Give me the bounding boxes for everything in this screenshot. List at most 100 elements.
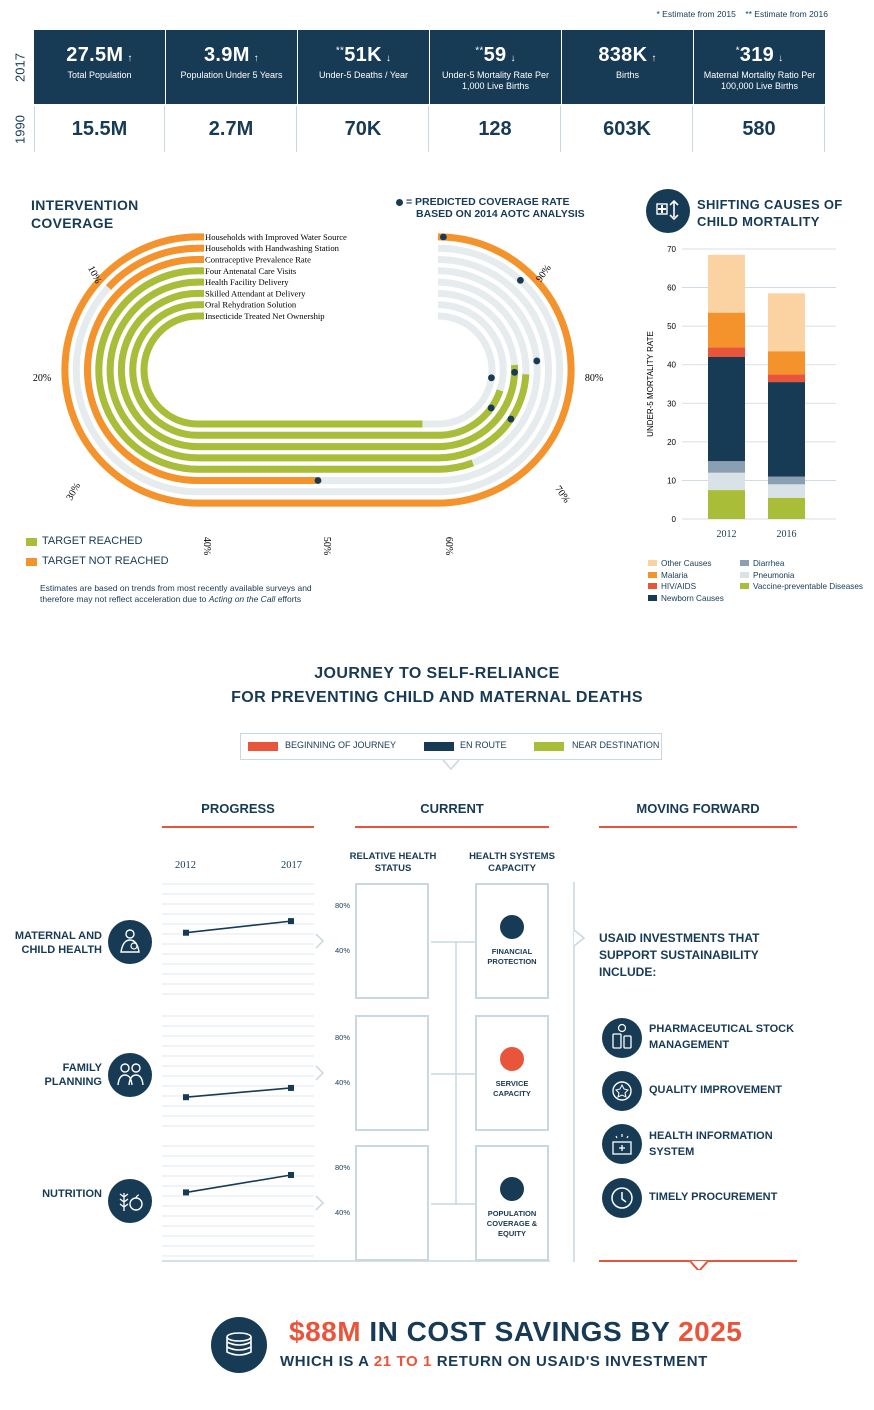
coverage-track-bg (72, 244, 564, 496)
progress-point-2012 (183, 929, 189, 936)
stat-card-2017: *319 ↓ Maternal Mortality Ratio Per 100,00… (694, 30, 825, 104)
legend-other-label: Other Causes (661, 559, 712, 568)
savings-headline: $88M IN COST SAVINGS BY 2025 (289, 1316, 742, 1348)
stack-segment (708, 357, 745, 462)
trend-up-icon: ↑ (127, 53, 133, 64)
stat-value-1990: 15.5M (34, 106, 165, 152)
predicted-coverage-dot (488, 374, 495, 382)
stat-value-text: 3.9M (204, 44, 250, 66)
coverage-category-label: Households with Improved Water Source (205, 232, 347, 242)
legend-pneumonia-label: Pneumonia (753, 570, 795, 580)
estimate-notes: * Estimate from 2015 ** Estimate from 20… (656, 9, 828, 19)
row-label-fp: FAMILY PLANNING (6, 1061, 102, 1089)
intervention-track-chart: Households with Improved Water SourceHou… (33, 232, 603, 555)
clock-icon (602, 1178, 642, 1218)
current-heading: CURRENT (420, 801, 484, 816)
status-box-nutrition (355, 1145, 429, 1261)
predicted-coverage-dot (511, 368, 518, 376)
coverage-bar (106, 278, 530, 462)
coverage-label-swatch (198, 267, 204, 275)
sys-status-dot-financial (500, 915, 524, 939)
stat-value-1990: 580 (694, 106, 825, 152)
savings-amount: $88M (289, 1316, 362, 1347)
sys-status-dot-population (500, 1177, 524, 1201)
stat-label: Population Under 5 Years (180, 70, 283, 80)
legend-malaria-label: Malaria (661, 570, 688, 580)
stat-value: **51K ↓ (298, 44, 429, 67)
coverage-percent-tick: 70% (552, 484, 572, 505)
legend-hiv: HIV/AIDS (648, 581, 724, 593)
stat-value: 838K ↑ (562, 44, 693, 67)
investment-pharma-line1: PHARMACEUTICAL STOCK (649, 1023, 795, 1035)
predicted-note-line2: BASED ON 2014 AOTC ANALYSIS (416, 208, 585, 220)
journey-legend-box: BEGINNING OF JOURNEY EN ROUTE NEAR DESTI… (240, 733, 662, 760)
investment-his-line1: HEALTH INFORMATION (649, 1130, 773, 1142)
route-label: EN ROUTE (460, 740, 507, 750)
stat-value: 27.5M ↑ (34, 44, 165, 67)
sys-label-financial-2: PROTECTION (487, 957, 537, 966)
predicted-coverage-dot (516, 276, 524, 284)
legend-diarrhea-label: Diarrhea (753, 559, 785, 568)
stat-label: Maternal Mortality Ratio Per 100,000 Liv… (703, 70, 816, 91)
stack-segment (768, 351, 805, 375)
sys-box-service: SERVICE CAPACITY (475, 1015, 549, 1131)
row-pointer-icon (315, 1065, 325, 1081)
legend-other: Other Causes (648, 558, 724, 570)
stat-card-2017: 3.9M ↑ Population Under 5 Years (166, 30, 297, 104)
sys-box-financial: FINANCIAL PROTECTION (475, 883, 549, 999)
legend-diarrhea: Diarrhea (740, 558, 863, 570)
trend-up-icon: ↑ (253, 53, 259, 64)
predicted-coverage-dot (533, 357, 541, 365)
coverage-category-label: Oral Rehydration Solution (205, 300, 297, 310)
y-tick-label: 10 (667, 476, 676, 485)
savings-subline: WHICH IS A 21 TO 1 RETURN ON USAID'S INV… (280, 1353, 708, 1370)
status-tick-80: 80% (335, 1163, 350, 1172)
near-label: NEAR DESTINATION (572, 740, 660, 750)
note-2016: ** Estimate from 2016 (745, 9, 828, 19)
row-label-fp-line2: PLANNING (44, 1076, 102, 1088)
trend-down-icon: ↓ (385, 53, 392, 64)
y-tick-label: 20 (667, 438, 676, 447)
stat-value-1990: 128 (430, 106, 561, 152)
relative-heading-line2: STATUS (374, 863, 412, 874)
coverage-percent-tick: 30% (64, 481, 83, 502)
stack-segment (708, 347, 745, 357)
stat-value-1990: 2.7M (166, 106, 297, 152)
coverage-label-swatch (198, 278, 204, 286)
legend-vaccine-label: Vaccine-preventable Diseases (753, 582, 863, 591)
investments-heading-line1: USAID INVESTMENTS THAT (599, 931, 760, 945)
progress-point-2017 (288, 918, 294, 925)
stat-value-text: 838K (598, 44, 648, 66)
trend-down-icon: ↓ (778, 53, 784, 64)
coverage-bar (61, 233, 575, 507)
intervention-title-line2: COVERAGE (31, 215, 114, 231)
begin-label: BEGINNING OF JOURNEY (285, 740, 397, 750)
stat-value: 3.9M ↑ (166, 44, 297, 67)
investment-quality-line1: QUALITY IMPROVEMENT (649, 1084, 783, 1096)
begin-swatch (248, 742, 278, 751)
coverage-label-swatch (198, 256, 204, 263)
mortality-title-line2: CHILD MORTALITY (697, 214, 820, 229)
predicted-note-line1: = PREDICTED COVERAGE RATE (406, 196, 570, 208)
stack-segment (708, 461, 745, 473)
progress-heading: PROGRESS (201, 801, 275, 816)
legend-reached-label: TARGET REACHED (42, 535, 143, 547)
stack-segment (708, 490, 745, 519)
family-icon (108, 1053, 152, 1097)
coverage-bar (140, 312, 496, 428)
investment-procurement: TIMELY PROCUREMENT (649, 1189, 777, 1205)
coverage-category-label: Households with Handwashing Station (205, 243, 340, 253)
progress-line (185, 1174, 292, 1194)
relative-heading-line1: RELATIVE HEALTH (349, 851, 437, 862)
coverage-category-label: Four Antenatal Care Visits (205, 266, 297, 276)
capacity-heading: HEALTH SYSTEMS CAPACITY (460, 851, 564, 875)
y-tick-label: 40 (667, 361, 676, 370)
forward-pointer-icon (573, 929, 586, 947)
pill-bottle-icon (602, 1018, 642, 1058)
savings-sub-suffix: RETURN ON USAID'S INVESTMENT (431, 1353, 708, 1370)
coverage-percent-tick: 50% (321, 537, 332, 555)
status-box-mch (355, 883, 429, 999)
journey-title-line1: JOURNEY TO SELF-RELIANCE (314, 665, 560, 682)
stat-value-1990: 70K (298, 106, 429, 152)
current-underline (355, 826, 549, 828)
